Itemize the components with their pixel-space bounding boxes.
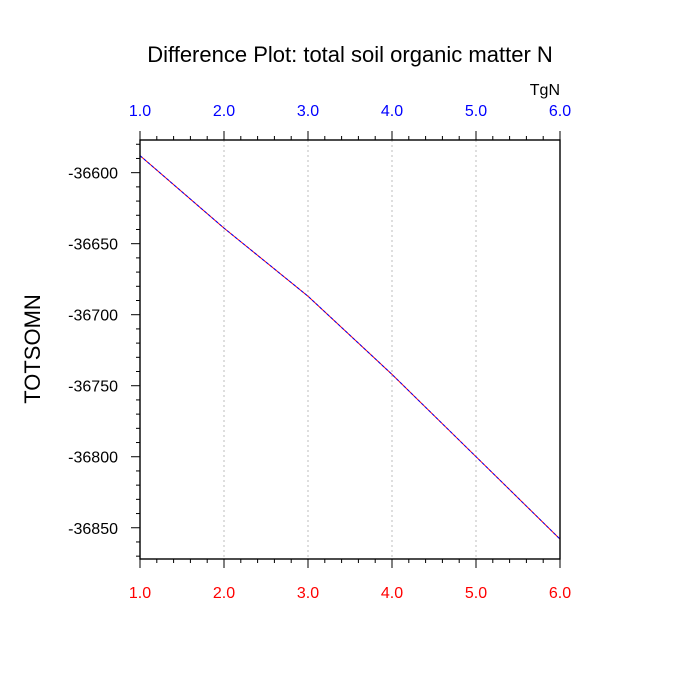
- y-tick-label: -36700: [68, 308, 118, 325]
- x-tick-label-top: 2.0: [213, 103, 235, 120]
- x-tick-label-bottom: 1.0: [129, 585, 151, 602]
- x-tick-label-top: 3.0: [297, 103, 319, 120]
- grid-lines: [223, 140, 477, 559]
- x-tick-label-bottom: 2.0: [213, 585, 235, 602]
- x-tick-label-top: 5.0: [465, 103, 487, 120]
- y-tick-label: -36650: [68, 237, 118, 254]
- series-line-2: [139, 155, 561, 540]
- top-axis-units: TgN: [530, 82, 560, 99]
- series-line-1: [139, 155, 561, 540]
- x-tick-label-top: 4.0: [381, 103, 403, 120]
- plot-frame: [139, 139, 561, 560]
- y-tick-label: -36600: [68, 166, 118, 183]
- x-tick-label-bottom: 4.0: [381, 585, 403, 602]
- x-tick-label-bottom: 3.0: [297, 585, 319, 602]
- y-tick-label: -36750: [68, 379, 118, 396]
- x-tick-label-bottom: 5.0: [465, 585, 487, 602]
- x-tick-label-top: 1.0: [129, 103, 151, 120]
- tick-labels: 1.0 1.0 2.0 2.0 3.0 3.0 4.0 4.0 5.0 5.0 6.0 6.0 -366…: [68, 103, 571, 602]
- series-lines: [139, 155, 561, 540]
- x-tick-label-top: 6.0: [549, 103, 571, 120]
- chart-title: Difference Plot: total soil organic matt…: [147, 42, 553, 67]
- axis-ticks: [131, 131, 561, 568]
- y-tick-label: -36800: [68, 450, 118, 467]
- y-tick-label: -36850: [68, 521, 118, 538]
- y-axis-label: TOTSOMN: [20, 294, 45, 404]
- x-tick-label-bottom: 6.0: [549, 585, 571, 602]
